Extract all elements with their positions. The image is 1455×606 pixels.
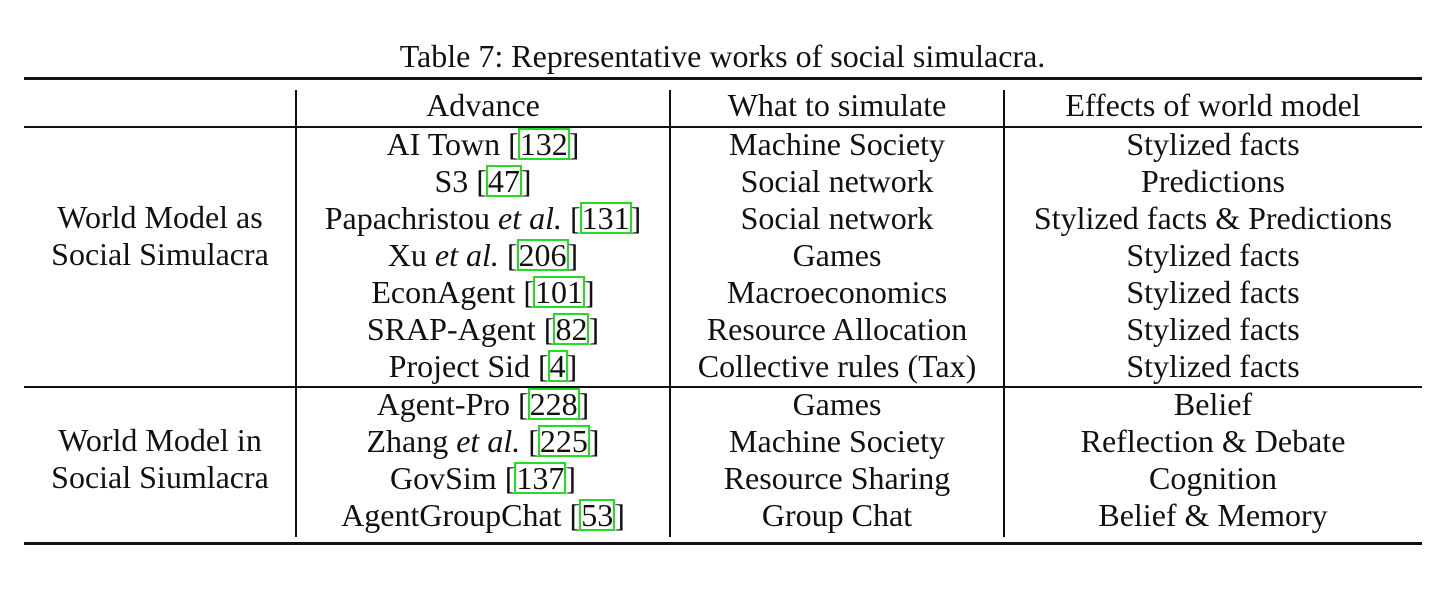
citation-link[interactable]: 228 — [527, 386, 580, 422]
work-name: SRAP-Agent — [366, 311, 536, 347]
effect-cell: Stylized facts — [1126, 237, 1300, 273]
simulate-cell: Machine Society — [729, 423, 945, 459]
effect-cell: Reflection & Debate — [1080, 423, 1346, 459]
group-label-1-line2: Social Simulacra — [51, 236, 269, 272]
header-effects: Effects of world model — [1065, 87, 1361, 123]
work-name: Agent-Pro — [376, 386, 510, 422]
advance-cell: AI Town [132] — [386, 126, 580, 162]
table-bottom-rule — [24, 542, 1422, 545]
effect-cell: Stylized facts — [1126, 126, 1300, 162]
column-divider-2 — [669, 90, 671, 537]
work-name: Zhang — [366, 423, 449, 459]
work-name: AI Town — [386, 126, 501, 162]
citation-link[interactable]: 225 — [537, 423, 590, 459]
advance-cell: Zhang et al. [225] — [366, 423, 600, 459]
group-label-2-line1: World Model in — [58, 422, 262, 458]
citation-link[interactable]: 4 — [547, 348, 568, 384]
effect-cell: Cognition — [1148, 460, 1277, 496]
simulate-cell: Social network — [740, 163, 934, 199]
table-caption: Table 7: Representative works of social … — [399, 38, 1046, 74]
simulate-cell: Collective rules (Tax) — [697, 348, 977, 384]
advance-cell: Agent-Pro [228] — [376, 386, 590, 422]
advance-cell: S3 [47] — [434, 163, 532, 199]
simulate-cell: Group Chat — [761, 497, 913, 533]
effect-cell: Stylized facts — [1126, 274, 1300, 310]
effect-cell: Stylized facts — [1126, 348, 1300, 384]
work-name: EconAgent — [371, 274, 516, 310]
simulate-cell: Resource Allocation — [706, 311, 968, 347]
citation-link[interactable]: 101 — [532, 274, 585, 310]
group-label-2: World Model in Social Siumlacra — [24, 422, 296, 496]
simulate-cell: Macroeconomics — [726, 274, 948, 310]
citation-link[interactable]: 53 — [579, 497, 616, 533]
simulate-cell: Games — [792, 386, 882, 422]
effect-cell: Belief — [1173, 386, 1253, 422]
effect-cell: Stylized facts — [1126, 311, 1300, 347]
work-name: Papachristou — [324, 200, 490, 236]
citation-link[interactable]: 47 — [485, 163, 522, 199]
work-name: AgentGroupChat — [341, 497, 562, 533]
simulate-cell: Social network — [740, 200, 934, 236]
citation-link[interactable]: 131 — [579, 200, 632, 236]
work-name: Project Sid — [388, 348, 530, 384]
simulate-cell: Machine Society — [729, 126, 945, 162]
advance-cell: Xu et al. [206] — [387, 237, 579, 273]
et-al: et al. — [498, 200, 562, 236]
et-al: et al. — [456, 423, 521, 459]
header-rule — [24, 126, 1422, 128]
group-label-1: World Model as Social Simulacra — [24, 199, 296, 273]
column-divider-1 — [295, 90, 297, 537]
group-label-1-line1: World Model as — [57, 199, 263, 235]
column-divider-3 — [1003, 90, 1005, 537]
effect-cell: Stylized facts & Predictions — [1033, 200, 1393, 236]
effect-cell: Predictions — [1141, 163, 1285, 199]
citation-link[interactable]: 206 — [516, 237, 569, 273]
work-name: S3 — [434, 163, 469, 199]
citation-link[interactable]: 137 — [514, 460, 567, 496]
header-advance: Advance — [426, 87, 540, 123]
advance-cell: GovSim [137] — [390, 460, 576, 496]
et-al: et al. — [434, 237, 499, 273]
group-divider-rule — [24, 386, 1422, 388]
advance-cell: Papachristou et al. [131] — [324, 200, 642, 236]
group-label-2-line2: Social Siumlacra — [51, 459, 269, 495]
work-name: Xu — [387, 237, 427, 273]
effect-cell: Belief & Memory — [1098, 497, 1328, 533]
header-what-to-simulate: What to simulate — [727, 87, 947, 123]
advance-cell: EconAgent [101] — [371, 274, 595, 310]
citation-link[interactable]: 82 — [553, 311, 590, 347]
advance-cell: Project Sid [4] — [388, 348, 578, 384]
simulate-cell: Resource Sharing — [723, 460, 951, 496]
advance-cell: SRAP-Agent [82] — [366, 311, 600, 347]
work-name: GovSim — [390, 460, 497, 496]
citation-link[interactable]: 132 — [517, 126, 570, 162]
simulate-cell: Games — [792, 237, 882, 273]
advance-cell: AgentGroupChat [53] — [341, 497, 625, 533]
table-top-rule — [24, 77, 1422, 80]
